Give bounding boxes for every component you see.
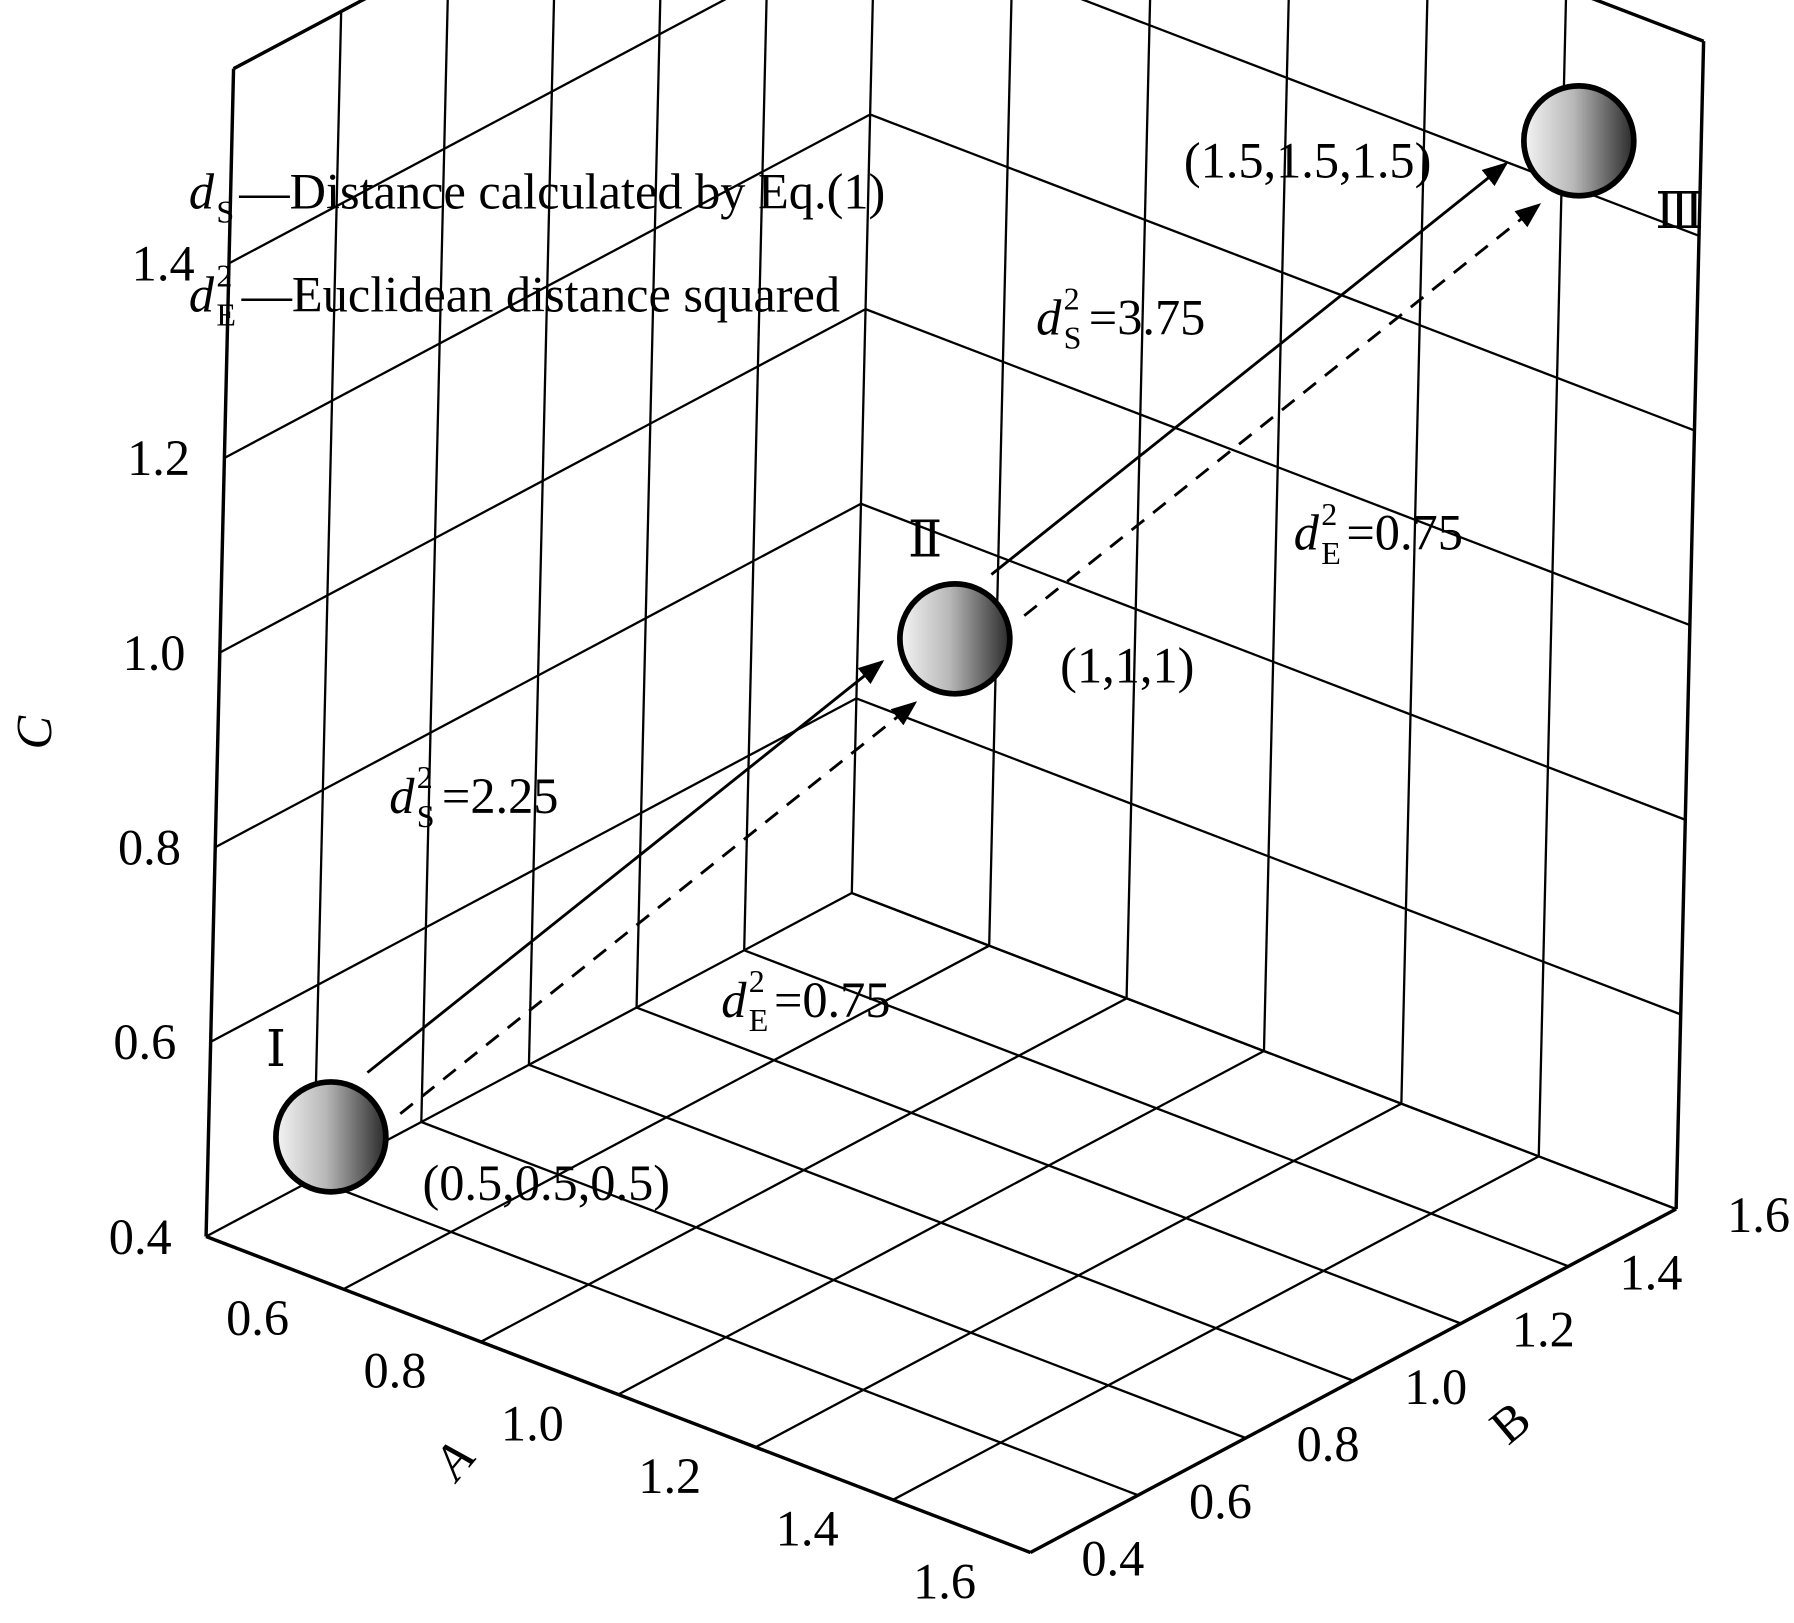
grid-line (223, 113, 871, 459)
axis-line (232, 0, 367, 71)
x-tick-label: 1.6 (913, 1553, 976, 1609)
annotation-sup: 2 (417, 759, 433, 795)
grid-line (743, 0, 768, 951)
axis-line (1029, 1207, 1677, 1555)
coordinate-label: (0.5,0.5,0.5) (422, 1155, 670, 1211)
grid-line (636, 1006, 1462, 1325)
grid-line (743, 949, 1569, 1268)
annotation-text: =2.25 (442, 768, 559, 824)
axis-line (1674, 41, 1706, 1210)
point-label: Ⅱ (908, 512, 942, 568)
legend-entry-sub: E (216, 297, 236, 333)
y-axis-title: B (1479, 1390, 1541, 1454)
z-tick-label: 1.4 (132, 236, 195, 292)
grid-line (988, 0, 1013, 946)
y-tick-label: 1.4 (1619, 1244, 1682, 1300)
grid-line (210, 697, 857, 1043)
grid-line (219, 308, 867, 654)
x-tick-label: 0.8 (364, 1343, 427, 1399)
grid-line (420, 1120, 1247, 1440)
annotation-sub: E (749, 1002, 769, 1038)
axis-line (204, 68, 236, 1237)
legend-entry-sub: S (216, 194, 234, 230)
z-tick-label: 0.8 (118, 820, 181, 876)
solid-arrow (366, 660, 885, 1074)
grid-line (214, 502, 862, 849)
z-axis-title: C (7, 715, 63, 750)
grid-line (860, 502, 1686, 821)
grid-line (869, 113, 1695, 432)
y-tick-label: 0.8 (1297, 1416, 1360, 1472)
y-tick-label: 1.2 (1512, 1302, 1575, 1358)
y-tick-label: 1.6 (1727, 1187, 1790, 1243)
annotation-symbol: d (721, 972, 747, 1028)
x-tick-label: 0.6 (226, 1290, 289, 1346)
grid-line (228, 0, 727, 265)
axis-line (205, 1234, 1032, 1555)
axis-line (1591, 0, 1705, 43)
annotation-text: =3.75 (1089, 289, 1206, 345)
legend-entry-sup: 2 (216, 258, 232, 294)
point-label: Ⅰ (266, 1021, 286, 1077)
legend-entry-text: —Distance calculated by Eq.(1) (238, 163, 885, 219)
legend-entry-text: —Euclidean distance squared (241, 267, 841, 323)
grid-line (851, 891, 1677, 1211)
z-tick-label: 1.0 (123, 625, 186, 681)
annotation-symbol: d (1294, 505, 1320, 561)
dashed-arrow (399, 701, 918, 1115)
x-tick-label: 1.2 (638, 1448, 701, 1504)
point-label: Ⅲ (1655, 183, 1704, 239)
annotation-symbol: d (1036, 289, 1062, 345)
y-tick-label: 1.0 (1404, 1359, 1467, 1415)
z-tick-label: 0.4 (109, 1209, 172, 1265)
grid-line (528, 1063, 1354, 1382)
annotation-text: =0.75 (1346, 505, 1463, 561)
legend-entry-symbol: d (189, 163, 215, 219)
legend-entry-symbol: d (189, 267, 215, 323)
y-tick-label: 0.4 (1081, 1530, 1144, 1586)
annotation-text: =0.75 (774, 972, 891, 1028)
grid-line (1125, 0, 1152, 999)
grid-line (635, 0, 662, 1008)
z-tick-label: 1.2 (127, 430, 190, 486)
grid-line (527, 0, 556, 1065)
annotation-symbol: d (389, 768, 415, 824)
annotation-sup: 2 (1321, 496, 1337, 532)
coordinate-label: (1.5,1.5,1.5) (1184, 133, 1432, 189)
annotation-sub: S (417, 798, 435, 834)
annotation-sub: S (1064, 320, 1082, 356)
plot-area: 0.6 0.8 1.0 1.2 1.4 1.6 0.4 0.6 0.8 1.0 1.2 1.4 1.6 0… (7, 0, 1790, 1609)
solid-arrow (990, 162, 1509, 576)
x-tick-label: 1.0 (501, 1395, 564, 1451)
grid-line (855, 697, 1682, 1016)
point (273, 1079, 389, 1195)
z-tick-label: 0.6 (113, 1014, 176, 1070)
grid-line (313, 1178, 1139, 1497)
annotation-sub: E (1321, 535, 1341, 571)
point (1520, 83, 1637, 199)
grid-line (865, 308, 1691, 627)
annotation-sup: 2 (1064, 281, 1080, 317)
y-tick-label: 0.6 (1189, 1473, 1252, 1529)
coordinate-label: (1,1,1) (1060, 637, 1194, 693)
grid-line (850, 0, 874, 894)
annotation-sup: 2 (749, 963, 765, 999)
point (897, 581, 1013, 697)
x-tick-label: 1.4 (776, 1501, 839, 1557)
x-axis-title: A (421, 1430, 486, 1492)
